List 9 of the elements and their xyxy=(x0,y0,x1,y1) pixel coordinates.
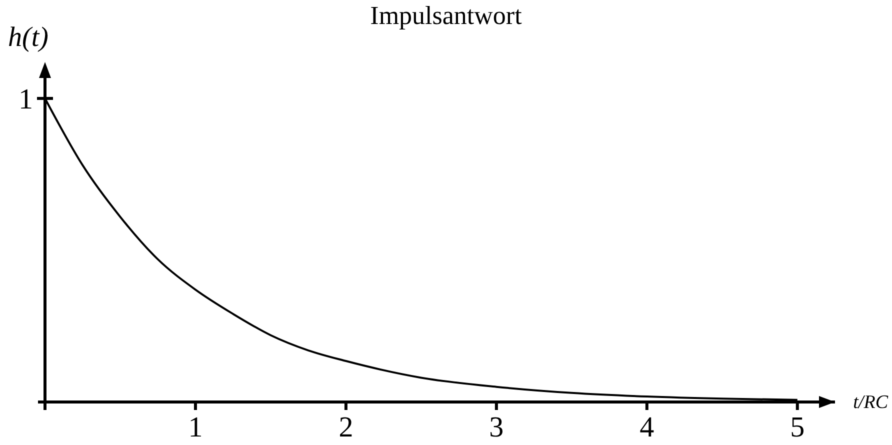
y-axis-title: h(t) xyxy=(8,22,48,53)
x-tick-label: 2 xyxy=(338,412,354,444)
x-tick-label: 4 xyxy=(640,412,655,444)
annotation: 1 xyxy=(18,83,33,116)
x-tick-label: 5 xyxy=(790,412,805,444)
x-axis-title: t/RC xyxy=(853,392,888,413)
x-tick-label: 1 xyxy=(188,412,203,444)
chart-title: Impulsantwort xyxy=(370,1,523,30)
x-tick-label: 3 xyxy=(489,412,504,444)
